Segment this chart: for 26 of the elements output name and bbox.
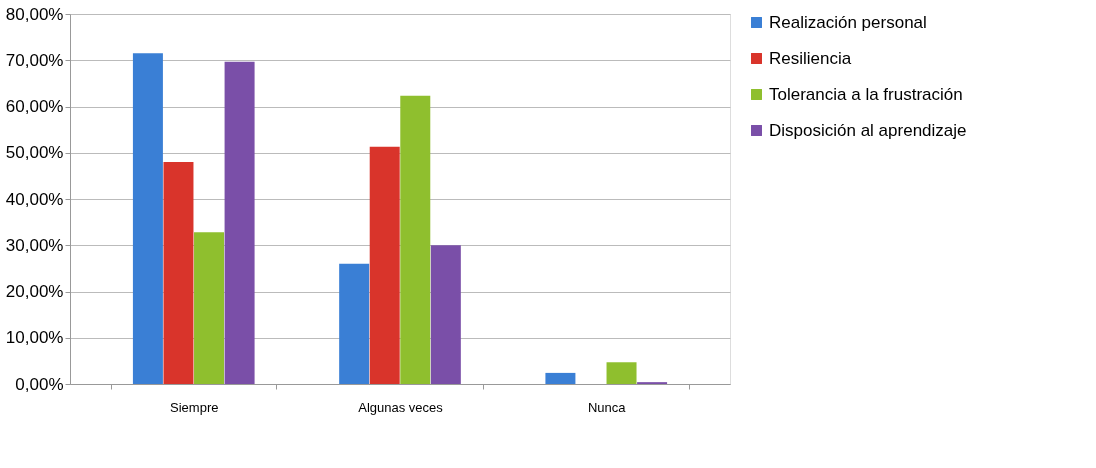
x-tick-label: Siempre — [170, 399, 219, 415]
y-tick-label: 40,00% — [5, 189, 64, 209]
legend-label: Realización personal — [769, 12, 927, 32]
y-tick-label: 60,00% — [5, 97, 64, 116]
legend-label: Disposición al aprendizaje — [769, 120, 967, 140]
bar — [369, 146, 400, 384]
y-tick-label: 50,00% — [5, 143, 64, 163]
y-tick-label: 0,00% — [15, 374, 64, 394]
bar — [400, 95, 431, 384]
bar — [194, 232, 225, 384]
bar — [545, 372, 576, 384]
bar — [606, 362, 637, 384]
legend-label: Resiliencia — [769, 48, 852, 68]
x-tick-label: Algunas veces — [358, 399, 444, 415]
bar — [430, 245, 461, 384]
x-tick-label: Nunca — [587, 399, 627, 415]
y-tick-label: 30,00% — [5, 235, 64, 255]
bar — [163, 162, 194, 384]
bar — [339, 263, 370, 384]
legend-label: Tolerancia a la frustración — [769, 84, 963, 104]
bar — [132, 53, 163, 384]
y-tick-label: 20,00% — [5, 282, 64, 301]
y-tick-label: 70,00% — [5, 50, 64, 70]
y-tick-label: 80,00% — [5, 4, 64, 24]
bar — [224, 61, 255, 384]
y-tick-label: 10,00% — [5, 328, 64, 348]
